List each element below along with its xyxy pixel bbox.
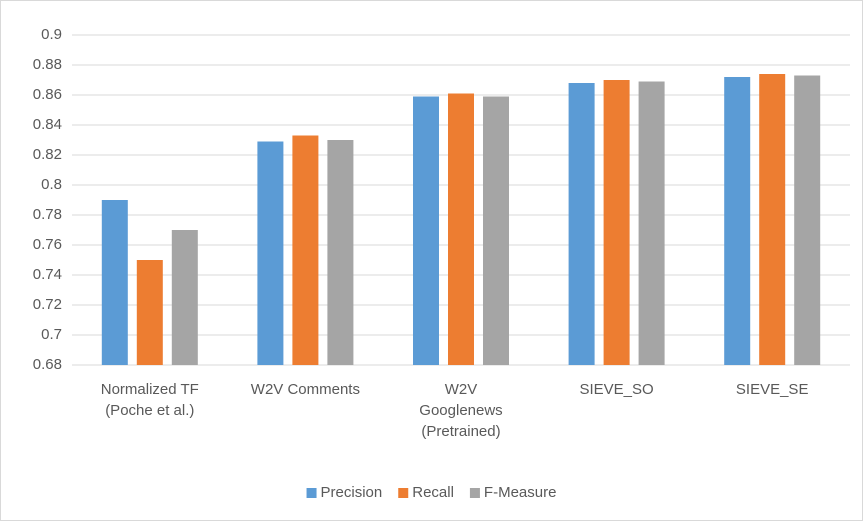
y-tick-label: 0.7	[41, 326, 62, 343]
y-tick-label: 0.68	[33, 356, 62, 373]
legend-swatch	[469, 488, 480, 498]
y-tick-label: 0.72	[33, 296, 62, 313]
legend-label: Recall	[412, 484, 454, 501]
y-tick-label: 0.82	[33, 146, 62, 163]
x-tick-label: Normalized TF (Poche et al.)	[100, 381, 199, 419]
bar	[257, 141, 284, 365]
bar	[292, 135, 319, 365]
y-tick-label: 0.84	[33, 116, 62, 133]
bar	[603, 80, 630, 365]
bar	[794, 75, 821, 365]
bar	[638, 81, 665, 365]
bar	[483, 96, 509, 365]
y-tick-label: 0.9	[41, 26, 62, 43]
bar	[171, 230, 198, 365]
x-tick-label: SIEVE_SO	[579, 381, 654, 398]
y-tick-label: 0.74	[33, 266, 62, 283]
bar	[413, 96, 439, 365]
bar	[724, 77, 751, 365]
bar	[327, 140, 354, 365]
legend-swatch	[306, 488, 317, 498]
y-tick-label: 0.78	[33, 206, 62, 223]
x-tick-label: W2V Googlenews (Pretrained)	[419, 381, 503, 440]
bar	[759, 74, 786, 365]
y-tick-label: 0.76	[33, 236, 62, 253]
legend-label: F-Measure	[484, 484, 557, 501]
bar	[568, 83, 595, 365]
legend-label: Precision	[321, 484, 383, 501]
y-tick-label: 0.8	[41, 176, 62, 193]
legend-swatch	[398, 488, 409, 498]
x-tick-label: W2V Comments	[250, 381, 360, 398]
y-tick-label: 0.86	[33, 86, 62, 103]
bar	[136, 260, 163, 365]
x-tick-label: SIEVE_SE	[735, 381, 809, 398]
bar	[101, 200, 128, 365]
y-tick-label: 0.88	[33, 56, 62, 73]
bar	[448, 93, 474, 365]
